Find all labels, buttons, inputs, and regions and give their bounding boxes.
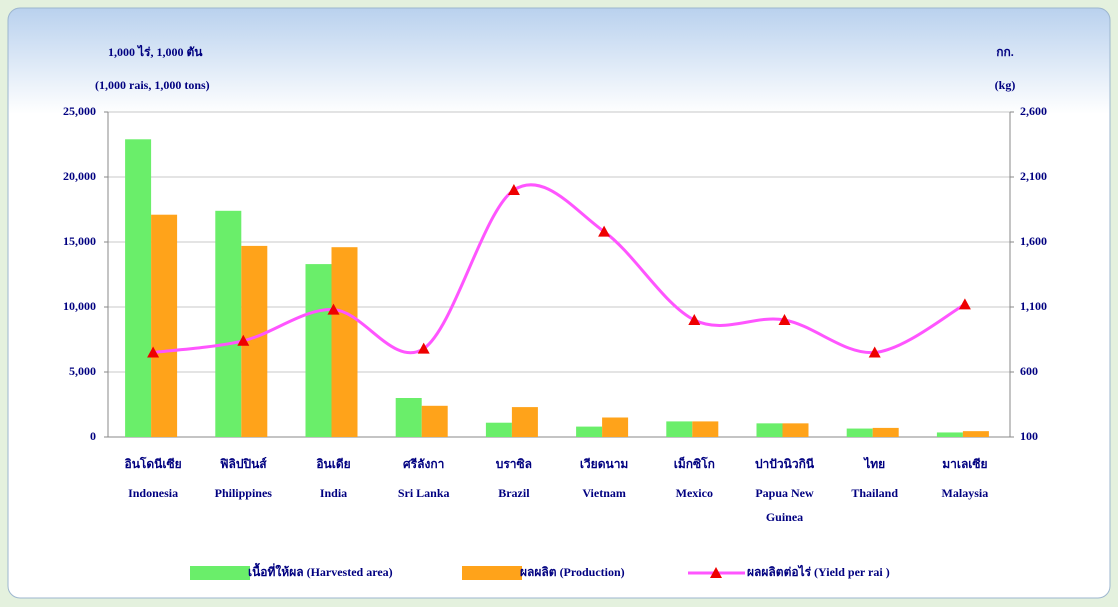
y2-tick-label: 1,100 — [1020, 299, 1047, 313]
x-tick-label-thai: ไทย — [864, 457, 886, 471]
marker — [507, 184, 520, 195]
marker — [237, 334, 250, 346]
x-tick-label-thai: ศรีลังกา — [403, 457, 445, 471]
y-tick-label: 25,000 — [63, 104, 96, 118]
y2-tick-label: 600 — [1020, 364, 1038, 378]
y2-tick-label: 2,100 — [1020, 169, 1047, 183]
line — [152, 183, 966, 355]
bar — [511, 407, 538, 437]
y-tick-label: 20,000 — [63, 169, 96, 183]
bar — [485, 422, 512, 437]
marker — [598, 225, 611, 237]
panel — [7, 7, 1111, 599]
bar — [756, 423, 783, 437]
y-axis-label: (1,000 rais, 1,000 tons) — [95, 78, 210, 92]
bar — [421, 405, 448, 437]
legend-swatch — [190, 566, 250, 580]
bar — [576, 426, 603, 437]
y-axis-label: 1,000 ไร่, 1,000 ตัน — [108, 44, 203, 59]
bar — [962, 431, 989, 437]
x-tick-label: India — [319, 486, 348, 500]
legend-label: ผลผลิตต่อไร่ (Yield per rai ) — [747, 564, 890, 579]
marker — [327, 303, 340, 315]
x-tick-label: Mexico — [675, 486, 713, 500]
y2-axis-label: (kg) — [995, 78, 1016, 92]
legend-label: ผลผลิต (Production) — [520, 565, 625, 579]
x-tick-label: Indonesia — [128, 486, 179, 500]
y-tick-label: 0 — [90, 429, 96, 443]
legend-swatch — [462, 566, 522, 580]
bar — [215, 210, 242, 437]
x-tick-label: Papua New Guinea — [755, 486, 814, 524]
bar — [151, 214, 178, 437]
y2-axis-label: กก. — [996, 45, 1014, 59]
y-tick-label: 10,000 — [63, 299, 96, 313]
x-tick-label-thai: มาเลเซีย — [942, 457, 988, 471]
y2-tick-label: 2,600 — [1020, 104, 1047, 118]
bar — [125, 139, 152, 438]
marker — [417, 342, 430, 354]
bar — [782, 423, 809, 437]
y2-tick-label: 1,600 — [1020, 234, 1047, 248]
y-tick-label: 15,000 — [63, 234, 96, 248]
marker — [868, 346, 881, 358]
x-tick-label-thai: ปาปัวนิวกินี — [754, 457, 815, 471]
x-tick-label-thai: เวียดนาม — [579, 457, 629, 471]
bar — [305, 264, 332, 437]
x-tick-label-thai: อินโดนีเซีย — [124, 457, 182, 471]
bar — [666, 421, 693, 437]
bar — [331, 247, 358, 437]
bar — [936, 432, 963, 437]
x-tick-label-thai: บราซิล — [495, 457, 533, 471]
legend-marker — [710, 567, 722, 578]
legend-label: เนื้อที่ให้ผล (Harvested area) — [248, 562, 393, 579]
bar — [395, 398, 422, 437]
bar — [846, 428, 873, 437]
marker — [958, 298, 971, 310]
bar — [602, 417, 629, 437]
x-tick-label-thai: อินเดีย — [316, 457, 351, 471]
y-tick-label: 5,000 — [69, 364, 96, 378]
marker — [688, 314, 701, 325]
y2-tick-label: 100 — [1020, 429, 1038, 443]
marker — [147, 346, 160, 358]
x-tick-label-thai: ฟิลิปปินส์ — [219, 457, 267, 471]
bar — [692, 421, 719, 437]
marker — [778, 314, 791, 325]
bar — [872, 427, 899, 437]
x-tick-label: Sri Lanka — [397, 486, 450, 500]
x-tick-label: Vietnam — [582, 486, 626, 500]
x-tick-label: Malaysia — [941, 486, 989, 500]
x-tick-label: Thailand — [851, 486, 899, 500]
x-tick-label-thai: เม็กซิโก — [673, 457, 715, 471]
x-tick-label: Brazil — [498, 486, 530, 500]
x-tick-label: Philippines — [214, 486, 272, 500]
